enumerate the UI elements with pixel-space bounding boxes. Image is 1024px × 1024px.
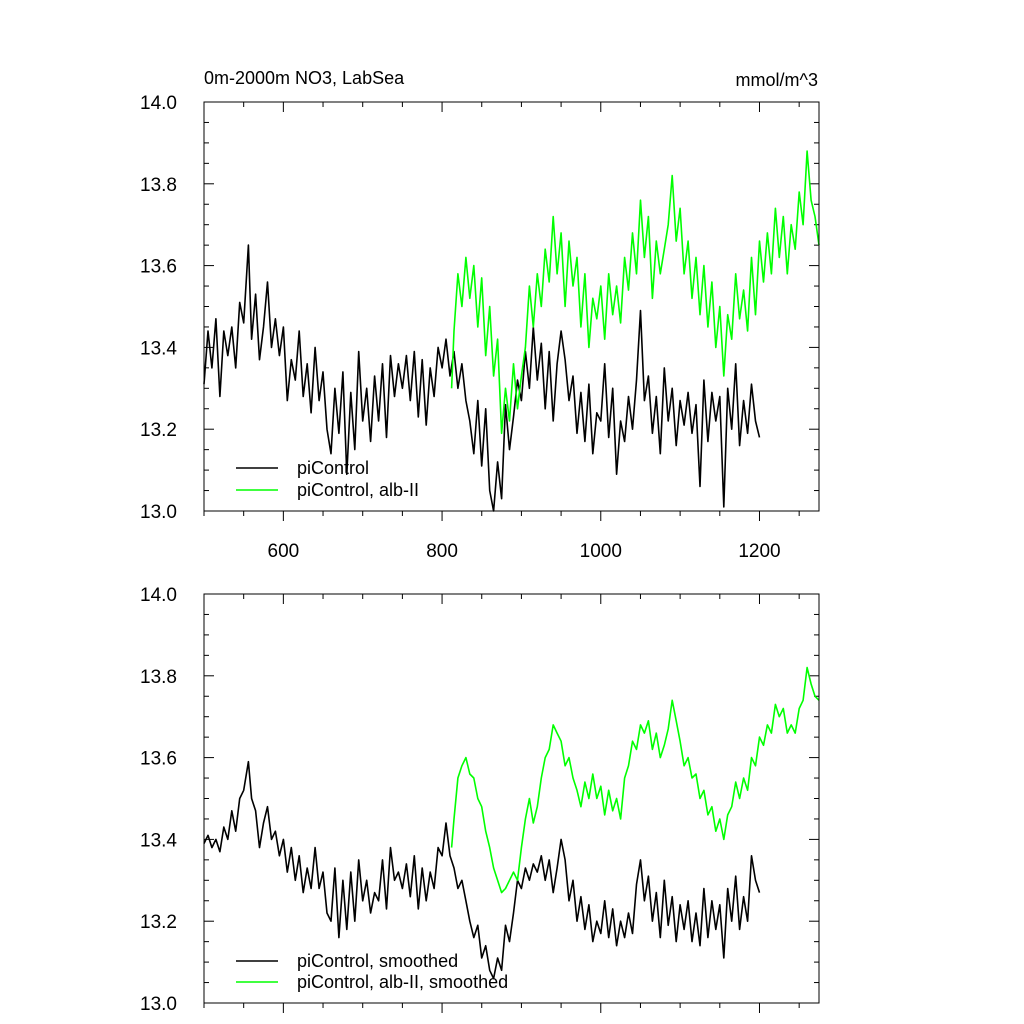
y-tick-label: 13.8 bbox=[140, 175, 177, 196]
units-label: mmol/m^3 bbox=[736, 70, 818, 90]
series-line-green bbox=[450, 150, 820, 435]
chart-title: 0m-2000m NO3, LabSea bbox=[204, 68, 405, 88]
legend-label: piControl bbox=[297, 458, 369, 478]
bottom-plot-frame bbox=[203, 593, 820, 1004]
x-tick-label: 800 bbox=[426, 541, 458, 562]
x-tick-label: 1200 bbox=[738, 541, 780, 562]
series-line-black bbox=[203, 760, 761, 980]
y-tick-label: 14.0 bbox=[140, 93, 177, 114]
legend-label: piControl, smoothed bbox=[297, 951, 458, 971]
y-tick-label: 13.2 bbox=[140, 420, 177, 441]
series-line-green bbox=[450, 666, 820, 894]
bottom-tick-labels: 13.0 13.2 13.4 13.6 13.8 14.0 bbox=[140, 585, 177, 1015]
y-tick-label: 13.6 bbox=[140, 749, 177, 770]
legend-label: piControl, alb-II, smoothed bbox=[297, 972, 508, 992]
top-series bbox=[203, 150, 820, 512]
y-tick-label: 13.4 bbox=[140, 830, 177, 851]
top-panel: 0m-2000m NO3, LabSea mmol/m^3 13.013.213… bbox=[140, 68, 820, 562]
bottom-panel: 13.0 13.2 13.4 13.6 13.8 14.0 piControl, smoo… bbox=[140, 585, 820, 1015]
top-tick-labels: 13.0 13.2 13.4 13.6 13.8 14.0 600 800 1000 1200 bbox=[140, 93, 781, 562]
y-tick-label: 13.8 bbox=[140, 667, 177, 688]
top-plot-frame bbox=[203, 101, 820, 512]
bottom-ticks bbox=[203, 593, 819, 1013]
series-line-black bbox=[203, 244, 761, 512]
y-tick-label: 13.0 bbox=[140, 502, 177, 523]
y-tick-label: 13.0 bbox=[140, 994, 177, 1015]
bottom-series bbox=[203, 666, 820, 980]
y-tick-label: 14.0 bbox=[140, 585, 177, 606]
y-tick-label: 13.2 bbox=[140, 912, 177, 933]
y-tick-label: 13.6 bbox=[140, 257, 177, 278]
legend-label: piControl, alb-II bbox=[297, 480, 419, 500]
x-tick-label: 600 bbox=[268, 541, 300, 562]
y-tick-label: 13.4 bbox=[140, 338, 177, 359]
x-tick-label: 1000 bbox=[580, 541, 622, 562]
